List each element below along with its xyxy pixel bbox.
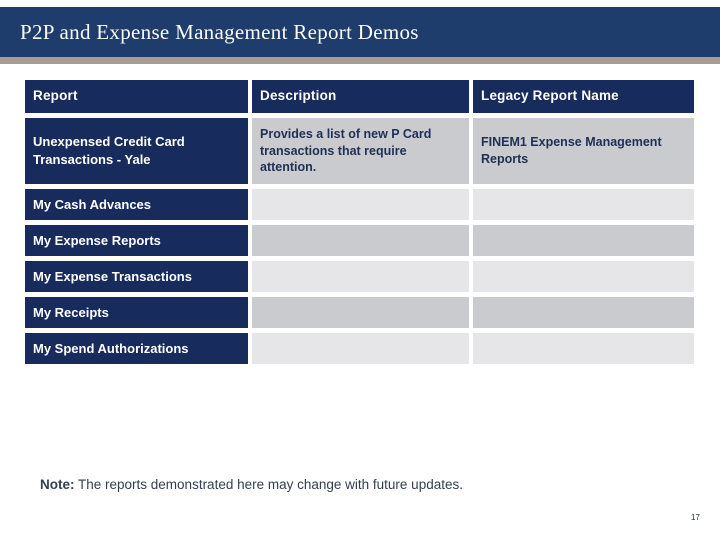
table-row-4-legacy (473, 297, 694, 328)
title-divider-bar (0, 57, 720, 64)
table-row-1-description (252, 189, 469, 220)
table-row-3-description (252, 261, 469, 292)
table-row-0-description: Provides a list of new P Card transactio… (252, 118, 469, 184)
table-row-3-legacy (473, 261, 694, 292)
column-header-description: Description (252, 80, 469, 113)
table-row-5-description (252, 333, 469, 364)
table-row-1-report: My Cash Advances (25, 189, 248, 220)
table-row-0-report: Unexpensed Credit Card Transactions - Ya… (25, 118, 248, 184)
table-row-5-legacy (473, 333, 694, 364)
table-row-3-report: My Expense Transactions (25, 261, 248, 292)
table-row-2-report: My Expense Reports (25, 225, 248, 256)
report-table: Report Description Legacy Report Name Unexp… (25, 80, 694, 364)
table-row-4-report: My Receipts (25, 297, 248, 328)
note: Note: The reports demonstrated here may … (40, 477, 463, 492)
table-row-5-report: My Spend Authorizations (25, 333, 248, 364)
table-row-0-legacy: FINEM1 Expense Management Reports (473, 118, 694, 184)
note-label: Note: (40, 477, 75, 492)
column-header-report: Report (25, 80, 248, 113)
table-row-2-legacy (473, 225, 694, 256)
note-text: The reports demonstrated here may change… (74, 477, 463, 492)
table-row-1-legacy (473, 189, 694, 220)
table-row-2-description (252, 225, 469, 256)
table-row-4-description (252, 297, 469, 328)
slide-title-bar: P2P and Expense Management Report Demos (0, 7, 720, 57)
page-title: P2P and Expense Management Report Demos (20, 19, 419, 44)
page-number: 17 (691, 513, 700, 522)
column-header-legacy: Legacy Report Name (473, 80, 694, 113)
